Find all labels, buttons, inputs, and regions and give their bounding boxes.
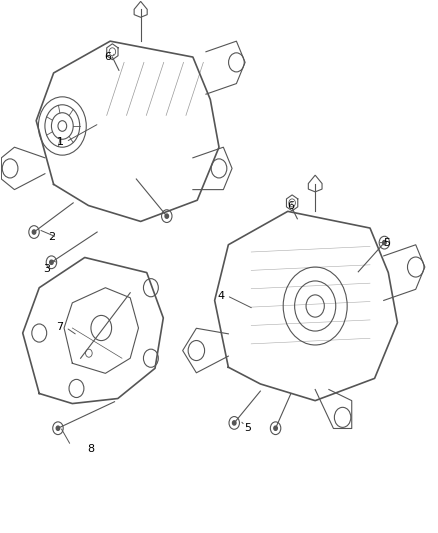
- Text: 6: 6: [105, 52, 112, 62]
- Circle shape: [165, 214, 169, 218]
- Circle shape: [233, 421, 236, 425]
- Text: 7: 7: [57, 322, 64, 333]
- Circle shape: [274, 426, 277, 430]
- Circle shape: [49, 260, 53, 264]
- Text: 5: 5: [244, 423, 251, 433]
- Text: 5: 5: [383, 238, 390, 248]
- Text: 2: 2: [48, 232, 55, 243]
- Text: 3: 3: [44, 264, 50, 274]
- Circle shape: [56, 426, 60, 430]
- Circle shape: [32, 230, 36, 234]
- Text: 6: 6: [287, 200, 294, 211]
- Text: 1: 1: [57, 137, 64, 147]
- Text: 4: 4: [218, 290, 225, 301]
- Circle shape: [383, 240, 386, 245]
- Text: 8: 8: [87, 445, 94, 455]
